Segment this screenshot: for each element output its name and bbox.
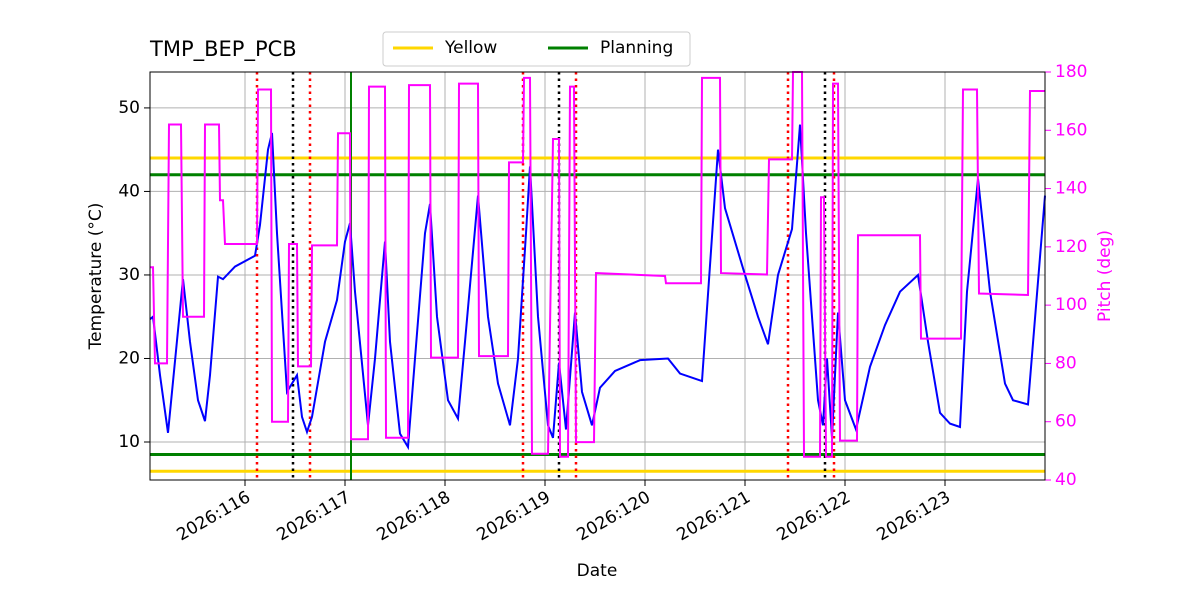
- x-tick-label: 2026:123: [873, 487, 954, 545]
- y-tick-label: 20: [118, 348, 140, 368]
- plot-frame: [149, 71, 1046, 481]
- chart-title: TMP_BEP_PCB: [149, 37, 297, 62]
- legend-label: Yellow: [444, 38, 497, 58]
- y2-tick-label: 80: [1055, 353, 1077, 373]
- series-line: [149, 124, 1046, 451]
- series-line: [150, 71, 1045, 458]
- x-axis-label: Date: [577, 561, 618, 581]
- y2-tick-label: 160: [1055, 120, 1087, 140]
- y2-tick-label: 60: [1055, 412, 1077, 432]
- y-tick-label: 10: [118, 432, 140, 452]
- x-tick-label: 2026:116: [173, 487, 254, 545]
- x-tick-label: 2026:122: [773, 487, 854, 545]
- legend-label: Planning: [600, 38, 673, 58]
- y-axis-label: Temperature (°C): [86, 203, 106, 351]
- y-tick-label: 50: [118, 98, 140, 118]
- y2-tick-label: 140: [1055, 179, 1087, 199]
- y2-tick-label: 180: [1055, 62, 1087, 82]
- legend: Yellow Planning: [382, 31, 691, 67]
- y2-tick-label: 40: [1055, 470, 1077, 490]
- x-tick-label: 2026:119: [473, 487, 554, 545]
- x-tick-label: 2026:118: [373, 487, 454, 545]
- y-tick-label: 40: [118, 181, 140, 201]
- legend-box: [382, 31, 691, 67]
- x-tick-label: 2026:120: [573, 487, 654, 545]
- y2-tick-label: 120: [1055, 237, 1087, 257]
- x-tick-label: 2026:117: [273, 487, 354, 545]
- y2-axis-label: Pitch (deg): [1095, 230, 1115, 322]
- y2-tick-label: 100: [1055, 295, 1087, 315]
- x-tick-label: 2026:121: [673, 487, 754, 545]
- y-tick-label: 30: [118, 265, 140, 285]
